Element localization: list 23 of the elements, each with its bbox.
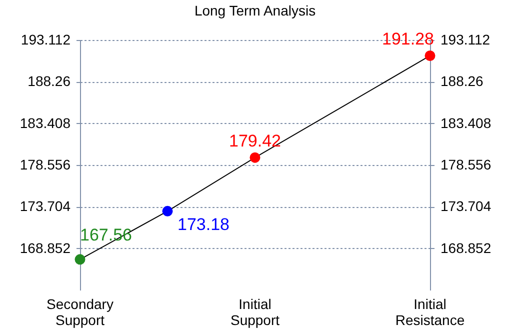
point <box>162 206 173 216</box>
x-tick-label: Initial Support <box>230 296 280 328</box>
y-tick-label: 193.112 <box>20 32 71 48</box>
y2-tick-label: 193.112 <box>440 32 490 48</box>
y2-tick-label: 173.704 <box>440 198 492 214</box>
point <box>250 152 260 163</box>
y-tick-label: 173.704 <box>20 198 71 214</box>
y2-tick-label: 183.408 <box>440 114 492 131</box>
y2-tick-label: 178.556 <box>440 156 492 172</box>
y-tick-label: 188.26 <box>28 73 71 90</box>
y-tick-label: 168.852 <box>20 240 71 256</box>
y-tick-label: 183.408 <box>20 114 71 131</box>
data-label: 191.28 <box>382 30 434 49</box>
point <box>74 254 86 265</box>
y2-tick-label: 168.852 <box>440 240 492 256</box>
chart-title: Long Term Analysis <box>194 2 316 19</box>
y-tick-label: 178.556 <box>20 156 71 172</box>
data-label: 173.18 <box>178 215 230 234</box>
y2-tick-label: 188.26 <box>440 73 484 90</box>
x-tick-label: Secondary Support <box>46 296 114 328</box>
data-label: 179.42 <box>229 132 281 151</box>
x-tick-label: Initial Resistance <box>395 296 465 328</box>
point <box>424 50 436 61</box>
